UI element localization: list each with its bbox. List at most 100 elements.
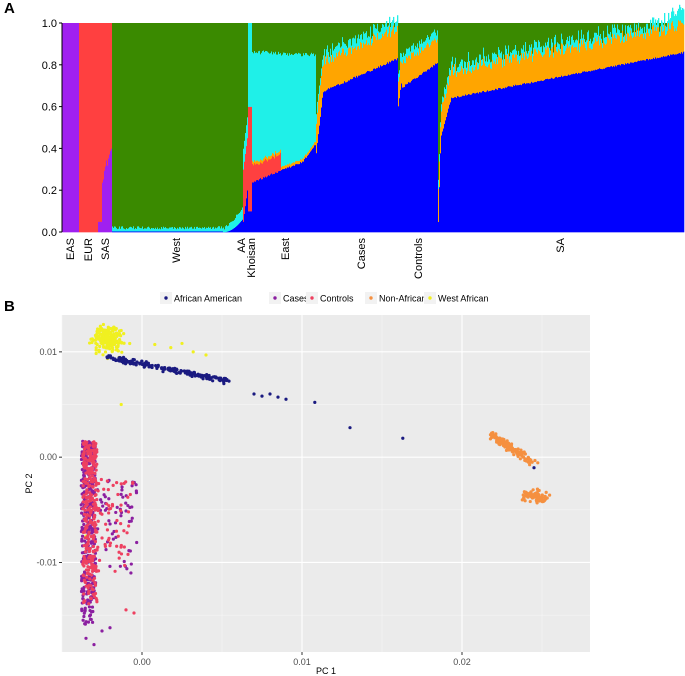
admixture-bar-blue [605,67,607,233]
pca-point-controls [88,497,92,502]
admixture-bar-blue [468,93,470,233]
admixture-bar-green [325,23,327,57]
admixture-bar-orange [501,58,503,90]
admixture-bar-cyan [526,50,528,57]
admixture-bar-cyan [405,53,407,64]
admixture-bar-green [531,23,533,45]
admixture-bar-cyan [496,54,498,59]
pca-point-west-african [98,324,102,328]
admixture-bar-blue [467,94,469,233]
admixture-bar-orange [498,54,500,89]
admixture-bar-orange [364,44,366,74]
admixture-bar-green [149,23,151,228]
admixture-bar-green [314,23,316,57]
admixture-bar-green [123,23,125,229]
admixture-bar-blue [519,84,521,233]
admixture-bar-orange [452,64,454,99]
admixture-bar-orange [336,52,338,86]
admixture-bar-blue [122,231,124,233]
admixture-group-eas [62,23,80,233]
admixture-bar-blue [404,86,406,233]
pca-y-tick-label: 0.01 [39,347,57,357]
admixture-bar-green [115,23,117,227]
admixture-bar-green [322,23,324,60]
admixture-bar-green [138,23,140,227]
admixture-bar-green [631,23,633,29]
admixture-group-east [252,23,317,233]
admixture-bar-blue [285,167,287,233]
pca-point-non-african [543,494,547,498]
pca-point-african-american [156,364,160,369]
admixture-bar-cyan [599,35,601,46]
admixture-bar-blue [482,90,484,233]
pca-point-west-african [169,346,173,350]
admixture-bar-cyan [119,226,121,232]
admixture-bar-green [613,23,615,28]
admixture-bar-cyan [189,227,191,232]
admixture-bar-blue [541,80,543,233]
admixture-bar-orange [360,41,362,76]
admixture-bar-green [478,23,480,64]
admixture-bar-green [129,23,131,228]
pca-point-controls [126,510,131,514]
admixture-bar-green [334,23,336,49]
admixture-bar-orange [467,70,469,96]
admixture-bar-blue [458,96,460,233]
admixture-bar-cyan [530,47,532,56]
pca-point-west-african [204,353,208,357]
admixture-bar-orange [474,69,476,94]
admixture-bar-orange [580,46,582,74]
admixture-bar-purple [105,166,107,233]
admixture-bar-blue [370,71,372,233]
admixture-bar-cyan [393,16,395,26]
admixture-bar-orange [343,48,345,84]
pca-point-cases [80,468,84,472]
admixture-bar-blue [301,162,303,233]
admixture-bar-blue [635,61,637,233]
admixture-bar-green [558,23,560,44]
admixture-bar-green [583,23,585,35]
pca-point-controls [85,496,89,500]
admixture-bar-purple [99,221,101,233]
admixture-bar-blue [645,60,647,233]
admixture-bar-blue [621,63,623,233]
admixture-bar-cyan [441,103,443,112]
pca-point-controls [89,477,93,482]
admixture-bar-green [153,23,155,229]
admixture-bar-cyan [549,47,551,58]
pca-x-tick-label: 0.00 [133,657,151,667]
admixture-bar-orange [609,39,611,68]
admixture-bar-blue [206,231,208,233]
admixture-bar-blue [615,65,617,233]
admixture-bar-cyan [525,41,527,52]
admixture-bar-orange [366,39,368,73]
admixture-bar-cyan [445,88,447,98]
admixture-bar-orange [455,63,457,98]
admixture-bar-cyan [256,52,258,161]
admixture-bar-blue [664,56,666,233]
admixture-bar-green [539,23,541,42]
admixture-bar-green [584,23,586,40]
admixture-bar-cyan [666,26,668,35]
pca-point-controls [115,518,119,523]
admixture-bar-cyan [536,41,538,53]
admixture-bar-green [266,23,268,51]
admixture-bar-red [265,158,267,177]
admixture-bar-green [616,23,618,33]
admixture-bar-cyan [280,52,282,150]
admixture-bar-orange [615,37,617,66]
pca-point-controls [83,504,87,509]
admixture-bar-orange [289,163,291,167]
admixture-bar-cyan [258,50,260,162]
admixture-bar-blue [167,231,169,233]
admixture-bar-green [226,23,228,226]
pca-point-controls [86,508,90,512]
admixture-bar-orange [291,163,293,167]
admixture-bar-blue [124,231,126,233]
admixture-bar-green [483,23,485,48]
admixture-bar-cyan [169,227,171,232]
pca-point-cases [103,495,107,499]
admixture-bar-green [269,23,271,54]
admixture-bar-blue [134,231,136,233]
admixture-bar-cyan [118,228,120,232]
